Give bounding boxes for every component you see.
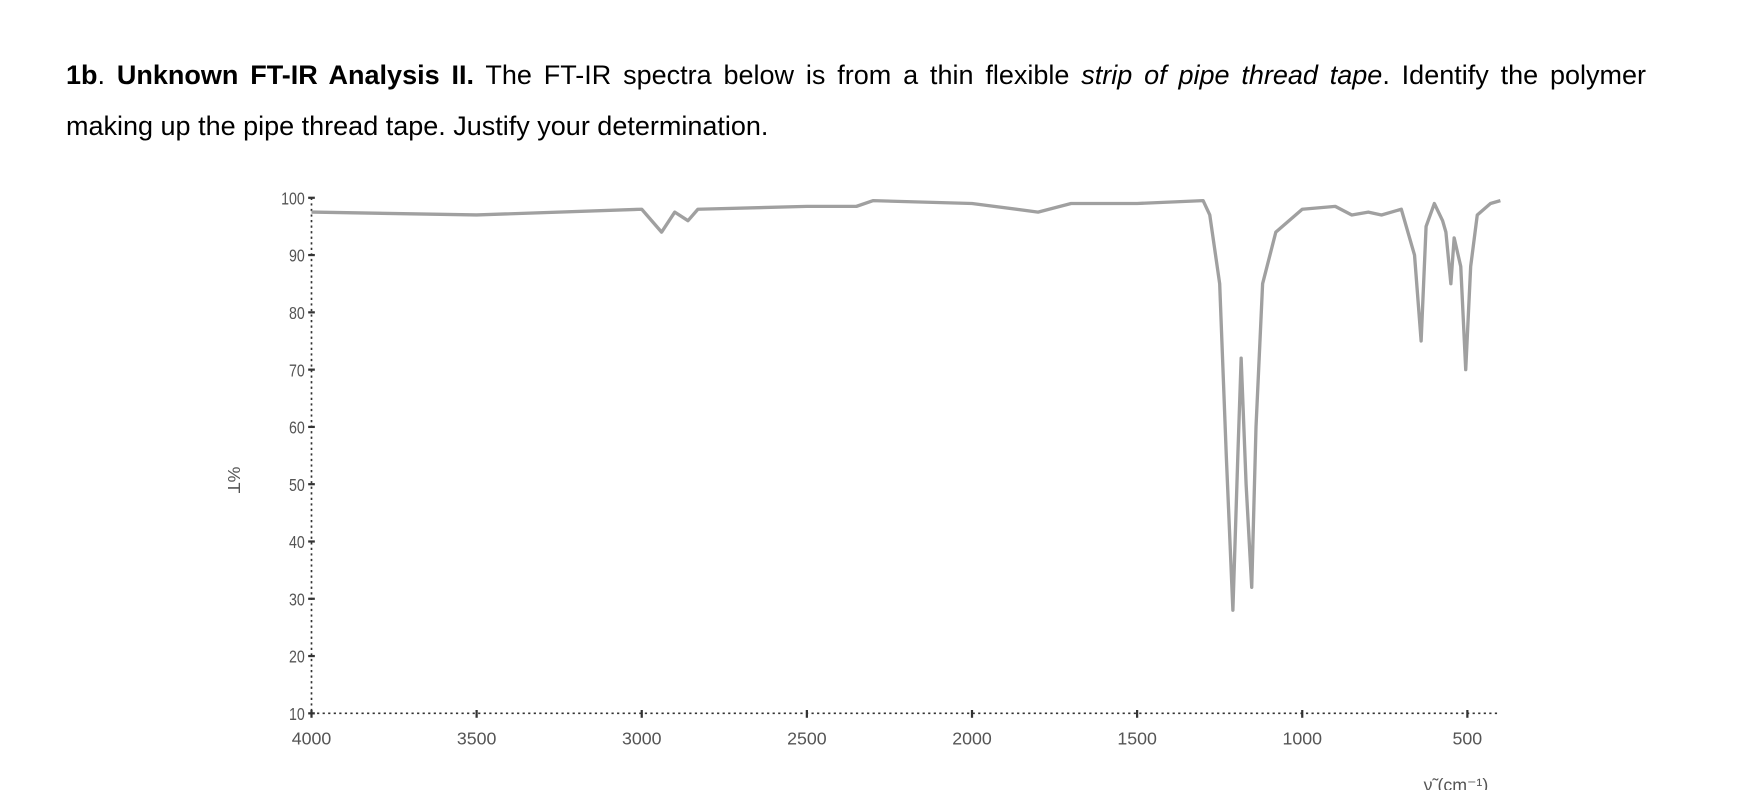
y-tick-label: 40 bbox=[289, 533, 305, 553]
y-tick-label: 30 bbox=[289, 590, 305, 610]
question-text: 1b. Unknown FT-IR Analysis II. The FT-IR… bbox=[66, 50, 1646, 152]
x-tick-label: 4000 bbox=[292, 728, 332, 748]
y-tick-label: 90 bbox=[289, 246, 305, 266]
x-tick-label: 3000 bbox=[622, 728, 662, 748]
text-run: The FT-IR spectra below is from a thin f… bbox=[473, 60, 1082, 90]
text-run: . bbox=[97, 60, 117, 90]
y-tick-label: 80 bbox=[289, 304, 305, 324]
x-tick-label: 2000 bbox=[952, 728, 992, 748]
text-run: Unknown FT-IR Analysis II. bbox=[116, 60, 474, 90]
y-tick-label: 20 bbox=[289, 647, 305, 667]
text-run: 1b bbox=[66, 60, 98, 90]
y-tick-label: 10 bbox=[289, 705, 305, 725]
x-tick-label: 3500 bbox=[457, 728, 497, 748]
y-tick-label: 60 bbox=[289, 418, 305, 438]
y-tick-label: 70 bbox=[289, 361, 305, 381]
x-axis-label: ν̃ (cm⁻¹) bbox=[1424, 775, 1489, 790]
text-run: strip of pipe thread tape bbox=[1081, 60, 1383, 90]
y-tick-label: 100 bbox=[281, 189, 305, 209]
x-tick-label: 1000 bbox=[1282, 728, 1322, 748]
spectrum-line bbox=[311, 198, 1501, 612]
x-tick-label: 1500 bbox=[1117, 728, 1157, 748]
y-tick-label: 50 bbox=[289, 475, 305, 495]
x-tick-label: 2500 bbox=[787, 728, 827, 748]
text-run: . Identify the polymer making up the pip… bbox=[66, 60, 1647, 141]
x-tick-label: 500 bbox=[1453, 728, 1483, 748]
y-axis-label: %T bbox=[224, 467, 244, 494]
